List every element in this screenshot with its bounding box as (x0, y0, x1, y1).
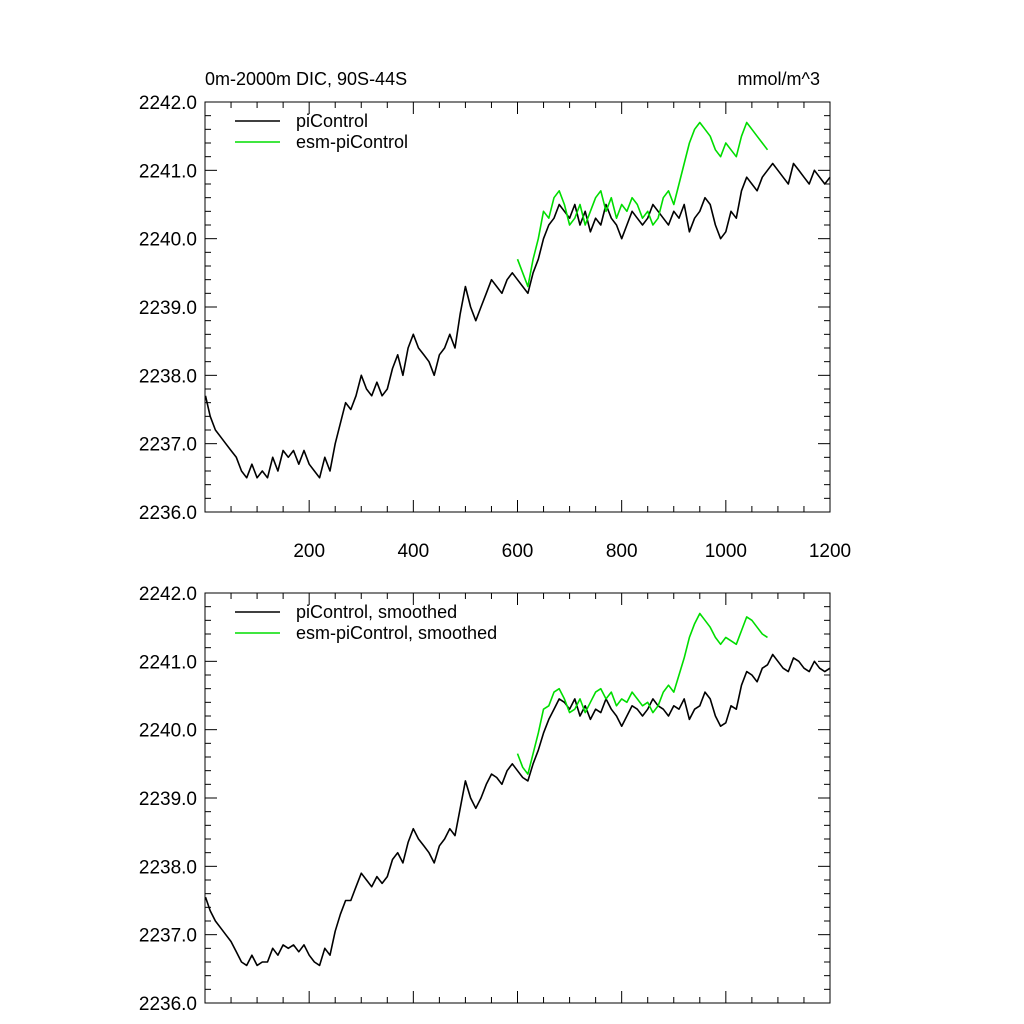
legend-label: piControl, smoothed (296, 602, 457, 622)
legend-label: piControl (296, 111, 368, 131)
x-tick-label: 800 (606, 541, 638, 562)
y-tick-label: 2240.0 (139, 721, 197, 742)
units-label: mmol/m^3 (738, 69, 820, 89)
y-tick-label: 2237.0 (139, 435, 197, 456)
y-tick-label: 2238.0 (139, 857, 197, 878)
series-line-1 (516, 121, 769, 288)
y-tick-label: 2240.0 (139, 230, 197, 251)
top-plot-frame (204, 101, 831, 513)
top-axis-ticks: 2236.0 2237.0 2238.0 2239.0 2240.0 2241.0 2242… (139, 93, 851, 562)
x-tick-label: 400 (397, 541, 429, 562)
series-line-0 (204, 653, 831, 967)
y-tick-label: 2239.0 (139, 789, 197, 810)
y-tick-label: 2241.0 (139, 161, 197, 182)
y-tick-label: 2236.0 (139, 503, 197, 524)
legend-label: esm-piControl (296, 132, 408, 152)
x-tick-label: 1000 (705, 541, 747, 562)
chart-title: 0m-2000m DIC, 90S-44S (205, 69, 407, 89)
y-tick-label: 2242.0 (139, 584, 197, 605)
series-line-0 (204, 162, 831, 479)
bottom-axis-ticks: 2236.0 2237.0 2238.0 2239.0 2240.0 2241.0 2242… (139, 584, 831, 1015)
bottom-panel: 2236.0 2237.0 2238.0 2239.0 2240.0 2241.0 2242… (139, 584, 831, 1015)
top-series-group (204, 121, 831, 479)
x-tick-label: 600 (502, 541, 534, 562)
y-tick-label: 2236.0 (139, 994, 197, 1015)
series-line-1 (516, 612, 768, 775)
bottom-plot-frame (204, 592, 831, 1004)
y-tick-label: 2242.0 (139, 93, 197, 114)
x-tick-label: 1200 (809, 541, 851, 562)
bottom-series-group (204, 612, 831, 967)
legend-label: esm-piControl, smoothed (296, 623, 497, 643)
y-tick-label: 2238.0 (139, 366, 197, 387)
top-panel: 0m-2000m DIC, 90S-44S mmol/m^3 2236.0223… (139, 69, 851, 562)
y-tick-label: 2237.0 (139, 926, 197, 947)
y-tick-label: 2239.0 (139, 298, 197, 319)
y-tick-label: 2241.0 (139, 652, 197, 673)
x-tick-label: 200 (293, 541, 325, 562)
